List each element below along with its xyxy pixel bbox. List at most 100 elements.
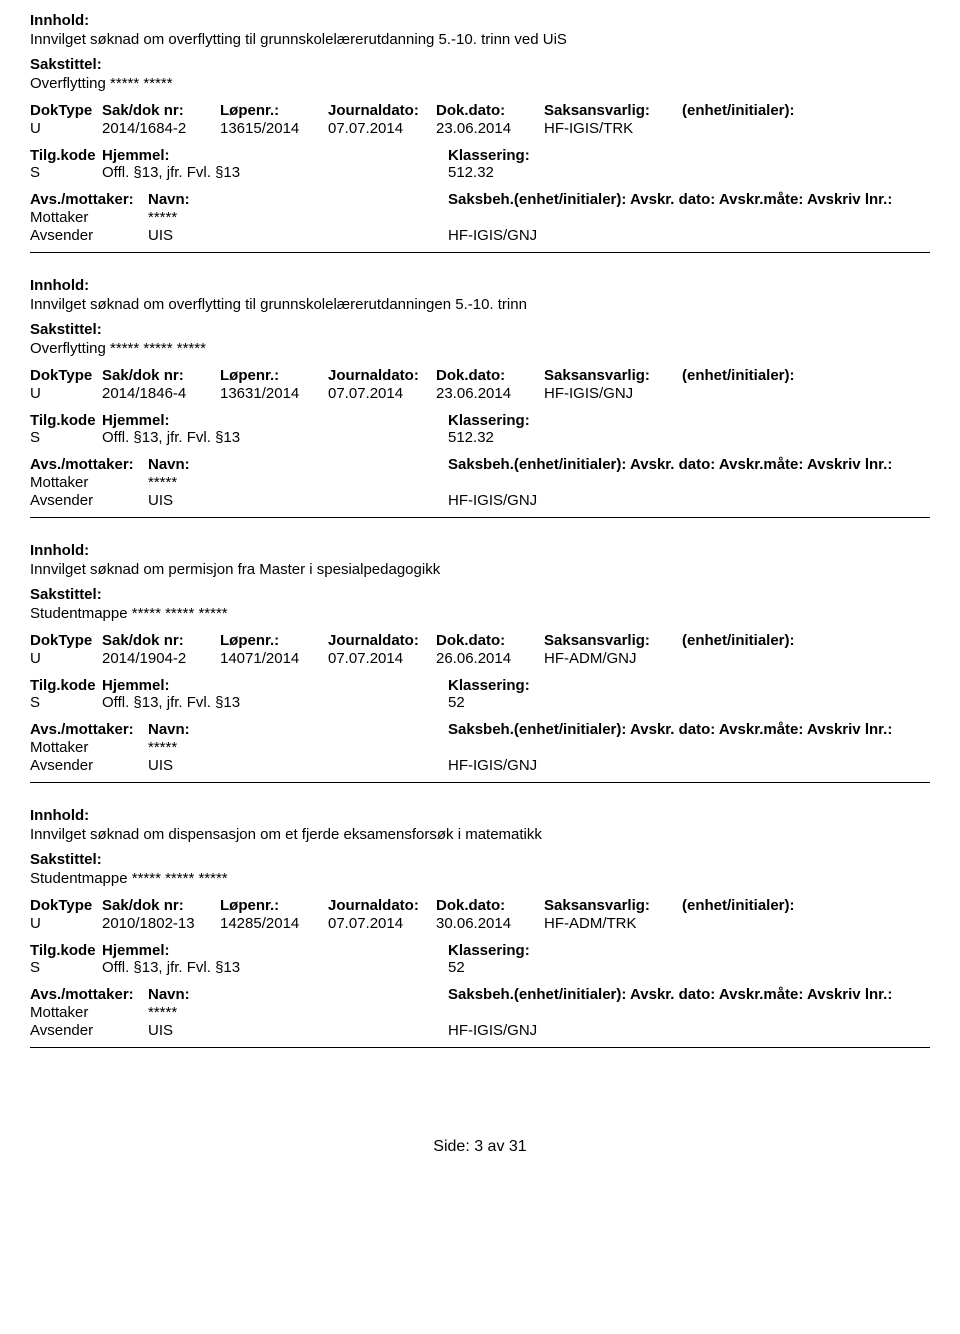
columns-data: U 2010/1802-13 14285/2014 07.07.2014 30.…	[30, 915, 930, 932]
sakdok-value: 2014/1846-4	[102, 385, 220, 402]
mottaker-row: Mottaker *****	[30, 739, 930, 756]
mottaker-label: Mottaker	[30, 209, 148, 226]
mottaker-label: Mottaker	[30, 739, 148, 756]
lopenr-header: Løpenr.:	[220, 102, 328, 119]
innhold-value: Innvilget søknad om overflytting til gru…	[30, 31, 930, 48]
avsmottaker-label: Avs./mottaker:	[30, 721, 148, 738]
mottaker-label: Mottaker	[30, 1004, 148, 1021]
tilgkode-label: Tilg.kode	[30, 147, 102, 164]
avsender-navn: UIS	[148, 227, 448, 244]
dokdato-value: 23.06.2014	[436, 120, 544, 137]
columns-data: U 2014/1846-4 13631/2014 07.07.2014 23.0…	[30, 385, 930, 402]
doktype-header: DokType	[30, 897, 102, 914]
dokdato-header: Dok.dato:	[436, 102, 544, 119]
hjemmel-label: Hjemmel:	[102, 412, 448, 429]
sakstittel-value: Studentmappe ***** ***** *****	[30, 605, 930, 622]
journaldato-value: 07.07.2014	[328, 650, 436, 667]
avsender-navn: UIS	[148, 1022, 448, 1039]
klassering-value: 512.32	[448, 429, 494, 446]
tilg-data: S Offl. §13, jfr. Fvl. §13 52	[30, 694, 930, 711]
journaldato-header: Journaldato:	[328, 897, 436, 914]
tilg-header: Tilg.kode Hjemmel: Klassering:	[30, 942, 930, 959]
doktype-header: DokType	[30, 102, 102, 119]
innhold-value: Innvilget søknad om dispensasjon om et f…	[30, 826, 930, 843]
innhold-label: Innhold:	[30, 807, 930, 824]
mottaker-navn: *****	[148, 209, 448, 226]
doktype-value: U	[30, 385, 102, 402]
mottaker-row: Mottaker *****	[30, 1004, 930, 1021]
journaldato-header: Journaldato:	[328, 632, 436, 649]
mottaker-label: Mottaker	[30, 474, 148, 491]
journaldato-value: 07.07.2014	[328, 120, 436, 137]
tilgkode-label: Tilg.kode	[30, 942, 102, 959]
lopenr-header: Løpenr.:	[220, 367, 328, 384]
saksbeh-label: Saksbeh.(enhet/initialer): Avskr. dato: …	[448, 721, 930, 738]
innhold-label: Innhold:	[30, 12, 930, 29]
innhold-label: Innhold:	[30, 277, 930, 294]
sakstittel-value: Studentmappe ***** ***** *****	[30, 870, 930, 887]
tilg-header: Tilg.kode Hjemmel: Klassering:	[30, 412, 930, 429]
tilg-data: S Offl. §13, jfr. Fvl. §13 512.32	[30, 164, 930, 181]
lopenr-header: Løpenr.:	[220, 897, 328, 914]
doktype-value: U	[30, 120, 102, 137]
mottaker-navn: *****	[148, 1004, 448, 1021]
sakdok-value: 2014/1684-2	[102, 120, 220, 137]
avsender-navn: UIS	[148, 757, 448, 774]
hjemmel-value: Offl. §13, jfr. Fvl. §13	[102, 694, 448, 711]
enhet-header: (enhet/initialer):	[682, 102, 832, 119]
klassering-value: 52	[448, 694, 465, 711]
navn-label: Navn:	[148, 456, 448, 473]
columns-header: DokType Sak/dok nr: Løpenr.: Journaldato…	[30, 897, 930, 914]
journal-entry: Innhold: Innvilget søknad om overflyttin…	[30, 0, 930, 253]
klassering-label: Klassering:	[448, 412, 530, 429]
sakdok-header: Sak/dok nr:	[102, 367, 220, 384]
avsender-unit: HF-IGIS/GNJ	[448, 757, 537, 774]
avsender-unit: HF-IGIS/GNJ	[448, 492, 537, 509]
page-footer: Side: 3 av 31	[30, 1138, 930, 1156]
journaldato-header: Journaldato:	[328, 367, 436, 384]
saksansvarlig-value: HF-ADM/TRK	[544, 915, 682, 932]
journal-entry: Innhold: Innvilget søknad om permisjon f…	[30, 518, 930, 783]
klassering-label: Klassering:	[448, 147, 530, 164]
tilgkode-label: Tilg.kode	[30, 677, 102, 694]
dokdato-value: 26.06.2014	[436, 650, 544, 667]
sakdok-value: 2014/1904-2	[102, 650, 220, 667]
saksansvarlig-header: Saksansvarlig:	[544, 102, 682, 119]
sakdok-value: 2010/1802-13	[102, 915, 220, 932]
avsender-unit: HF-IGIS/GNJ	[448, 227, 537, 244]
mottaker-navn: *****	[148, 739, 448, 756]
hjemmel-label: Hjemmel:	[102, 147, 448, 164]
enhet-header: (enhet/initialer):	[682, 367, 832, 384]
saksansvarlig-header: Saksansvarlig:	[544, 897, 682, 914]
dokdato-value: 23.06.2014	[436, 385, 544, 402]
sakstittel-value: Overflytting ***** *****	[30, 75, 930, 92]
columns-header: DokType Sak/dok nr: Løpenr.: Journaldato…	[30, 367, 930, 384]
dokdato-value: 30.06.2014	[436, 915, 544, 932]
columns-header: DokType Sak/dok nr: Løpenr.: Journaldato…	[30, 102, 930, 119]
saksbeh-label: Saksbeh.(enhet/initialer): Avskr. dato: …	[448, 986, 930, 1003]
avsender-unit: HF-IGIS/GNJ	[448, 1022, 537, 1039]
lopenr-value: 14071/2014	[220, 650, 328, 667]
dokdato-header: Dok.dato:	[436, 632, 544, 649]
mottaker-row: Mottaker *****	[30, 474, 930, 491]
lopenr-header: Løpenr.:	[220, 632, 328, 649]
tilg-s-value: S	[30, 164, 102, 181]
journaldato-value: 07.07.2014	[328, 915, 436, 932]
saksansvarlig-header: Saksansvarlig:	[544, 632, 682, 649]
lopenr-value: 14285/2014	[220, 915, 328, 932]
saksbeh-label: Saksbeh.(enhet/initialer): Avskr. dato: …	[448, 191, 930, 208]
columns-data: U 2014/1684-2 13615/2014 07.07.2014 23.0…	[30, 120, 930, 137]
columns-data: U 2014/1904-2 14071/2014 07.07.2014 26.0…	[30, 650, 930, 667]
klassering-value: 52	[448, 959, 465, 976]
tilgkode-label: Tilg.kode	[30, 412, 102, 429]
tilg-header: Tilg.kode Hjemmel: Klassering:	[30, 677, 930, 694]
mottaker-navn: *****	[148, 474, 448, 491]
avsm-header: Avs./mottaker: Navn: Saksbeh.(enhet/init…	[30, 986, 930, 1003]
sakdok-header: Sak/dok nr:	[102, 102, 220, 119]
hjemmel-label: Hjemmel:	[102, 677, 448, 694]
avsm-header: Avs./mottaker: Navn: Saksbeh.(enhet/init…	[30, 191, 930, 208]
hjemmel-value: Offl. §13, jfr. Fvl. §13	[102, 959, 448, 976]
mottaker-row: Mottaker *****	[30, 209, 930, 226]
avsender-label: Avsender	[30, 757, 148, 774]
hjemmel-value: Offl. §13, jfr. Fvl. §13	[102, 429, 448, 446]
